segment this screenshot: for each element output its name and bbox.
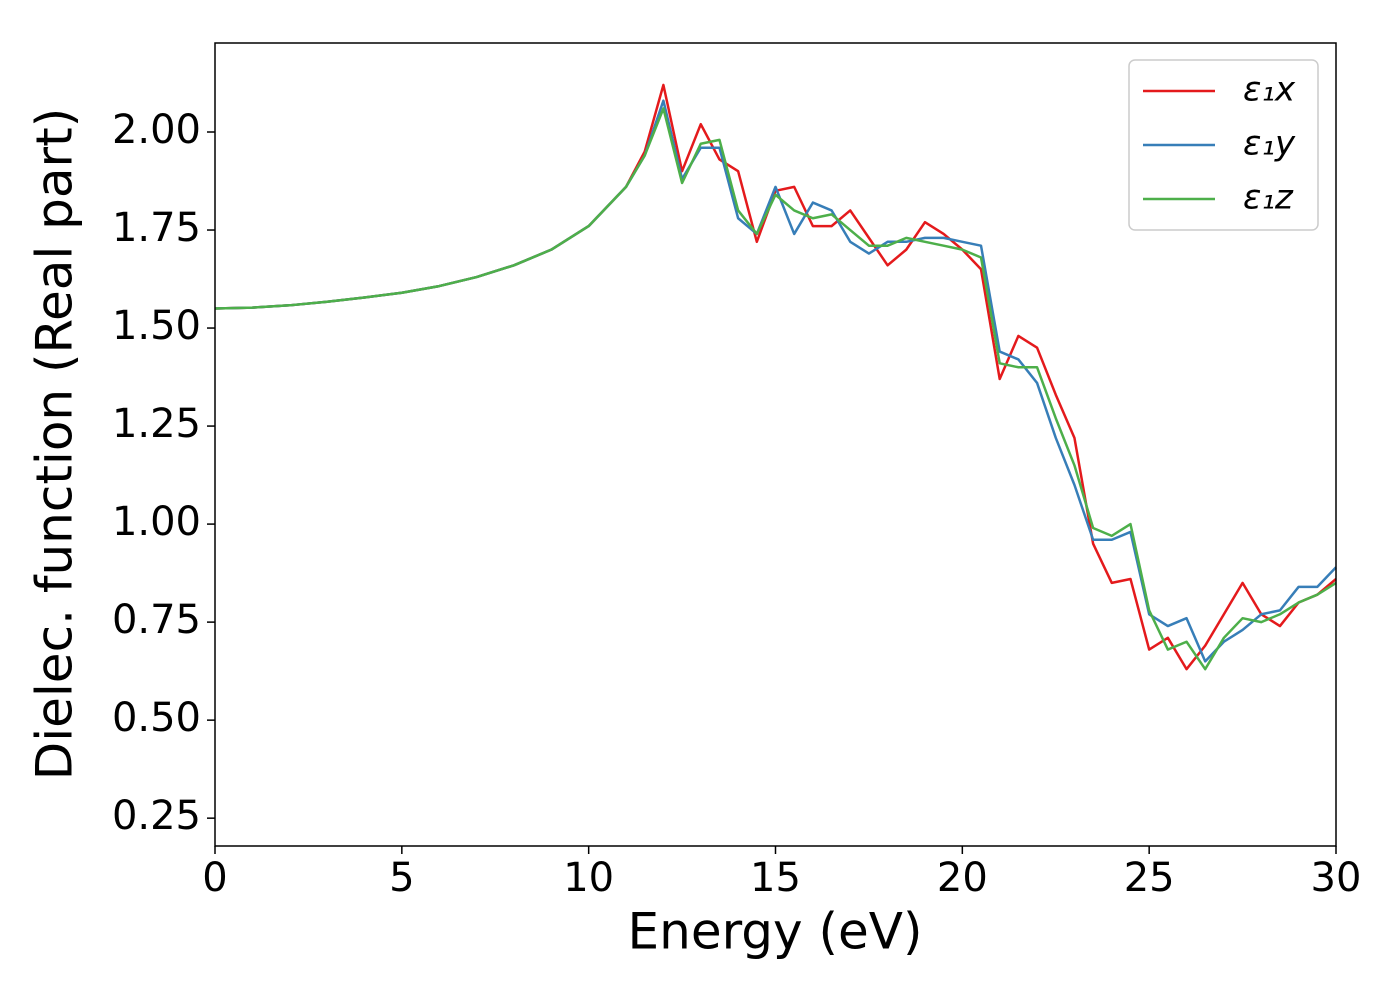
y-axis-label: Dielec. function (Real part)	[26, 108, 84, 780]
x-tick-label: 5	[389, 855, 414, 901]
y-tick-label: 1.75	[112, 205, 201, 251]
y-tick-label: 2.00	[112, 107, 201, 153]
legend-box	[1128, 59, 1319, 231]
legend-label: ε₁z	[1243, 178, 1294, 218]
y-tick-label: 1.25	[112, 401, 201, 447]
y-tick-label: 0.25	[112, 793, 201, 839]
x-tick-label: 15	[750, 855, 801, 901]
x-tick-label: 20	[937, 855, 988, 901]
y-tick-label: 1.00	[112, 499, 201, 545]
x-axis-label: Energy (eV)	[628, 903, 923, 961]
x-tick-label: 30	[1311, 855, 1362, 901]
y-tick-label: 0.75	[112, 597, 201, 643]
series-line	[214, 107, 1337, 671]
x-tick-label: 10	[563, 855, 614, 901]
plot-frame	[214, 42, 1337, 847]
x-tick-label: 0	[202, 855, 227, 901]
legend-label: ε₁x	[1243, 70, 1296, 110]
y-tick-label: 0.50	[112, 695, 201, 741]
y-tick-label: 1.50	[112, 303, 201, 349]
x-tick-label: 25	[1124, 855, 1175, 901]
legend-label: ε₁y	[1243, 124, 1296, 164]
